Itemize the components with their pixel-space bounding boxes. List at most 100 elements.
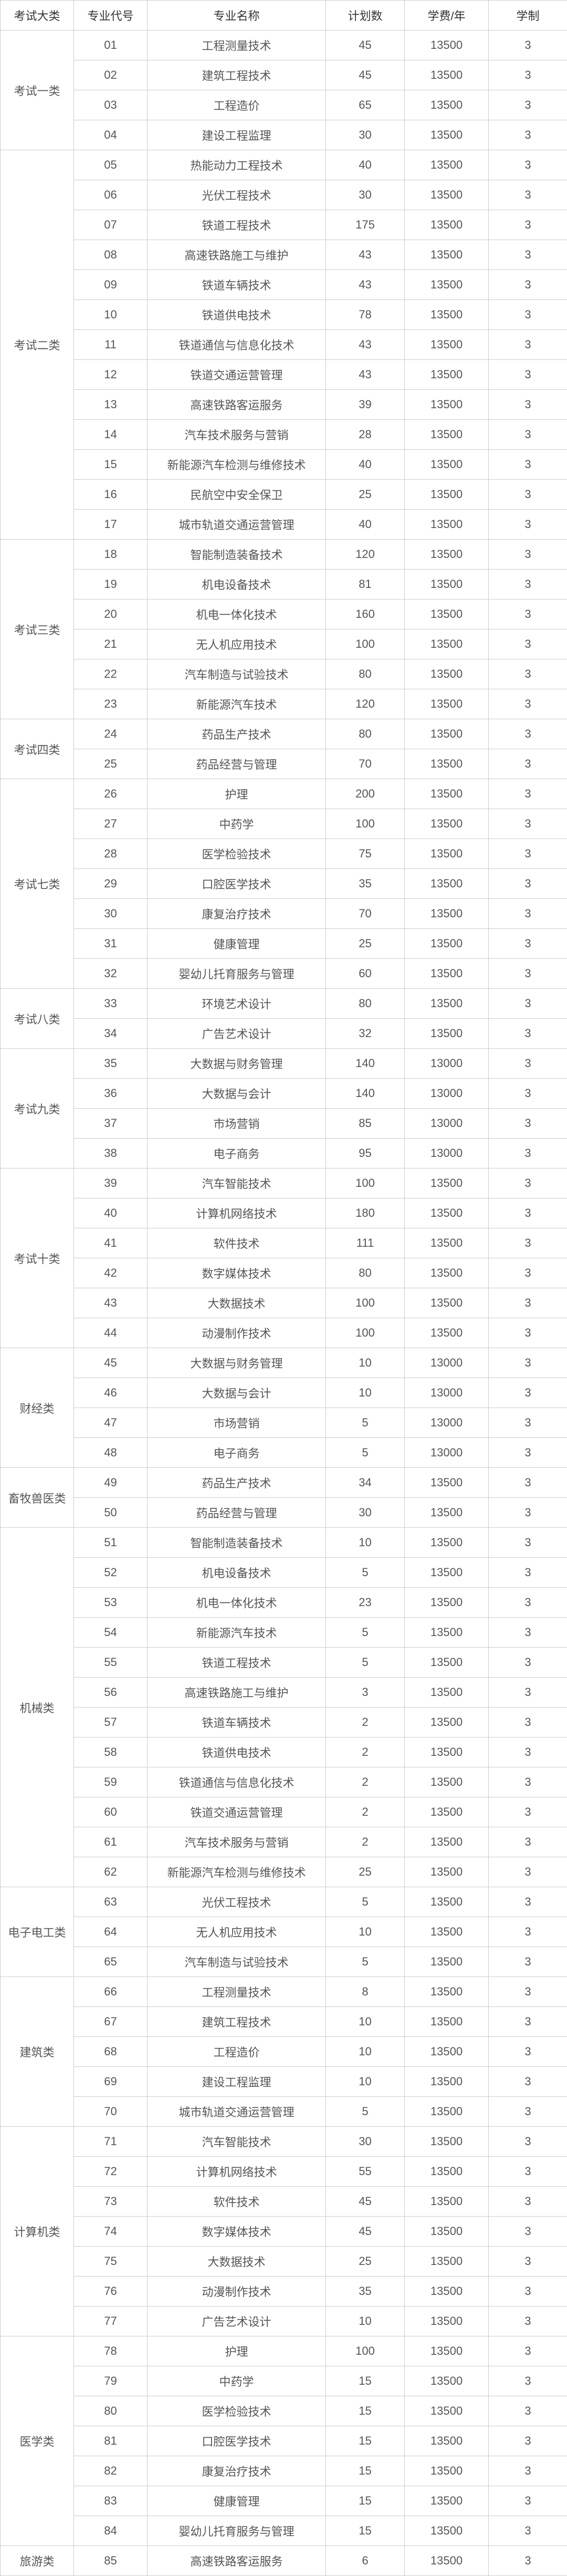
plan-cell: 5 xyxy=(326,1618,405,1648)
plan-cell: 2 xyxy=(326,1708,405,1737)
code-cell: 85 xyxy=(74,2546,148,2576)
table-row: 52机电设备技术5135003 xyxy=(1,1558,567,1588)
years-cell: 3 xyxy=(489,2127,567,2157)
code-cell: 34 xyxy=(74,1019,148,1049)
name-cell: 大数据技术 xyxy=(148,2247,326,2277)
plan-cell: 70 xyxy=(326,899,405,929)
years-cell: 3 xyxy=(489,1019,567,1049)
plan-cell: 30 xyxy=(326,180,405,210)
code-cell: 02 xyxy=(74,60,148,90)
plan-cell: 65 xyxy=(326,90,405,120)
table-row: 财经类45大数据与财务管理10130003 xyxy=(1,1348,567,1378)
code-cell: 60 xyxy=(74,1797,148,1827)
category-cell: 计算机类 xyxy=(1,2127,74,2336)
plan-cell: 5 xyxy=(326,1558,405,1588)
name-cell: 动漫制作技术 xyxy=(148,1318,326,1348)
category-cell: 旅游类 xyxy=(1,2546,74,2576)
name-cell: 计算机网络技术 xyxy=(148,2157,326,2187)
code-cell: 52 xyxy=(74,1558,148,1588)
years-cell: 3 xyxy=(489,1378,567,1408)
code-cell: 24 xyxy=(74,719,148,749)
fee-cell: 13500 xyxy=(405,2336,489,2366)
category-cell: 考试九类 xyxy=(1,1049,74,1168)
years-cell: 3 xyxy=(489,1917,567,1947)
code-cell: 19 xyxy=(74,570,148,599)
table-row: 75大数据技术25135003 xyxy=(1,2247,567,2277)
name-cell: 无人机应用技术 xyxy=(148,629,326,659)
table-row: 41软件技术111135003 xyxy=(1,1228,567,1258)
plan-cell: 35 xyxy=(326,869,405,899)
fee-cell: 13500 xyxy=(405,1019,489,1049)
plan-cell: 30 xyxy=(326,120,405,150)
table-row: 76动漫制作技术35135003 xyxy=(1,2277,567,2306)
name-cell: 工程测量技术 xyxy=(148,1977,326,2007)
plan-cell: 25 xyxy=(326,2247,405,2277)
fee-cell: 13500 xyxy=(405,839,489,869)
years-cell: 3 xyxy=(489,689,567,719)
fee-cell: 13500 xyxy=(405,150,489,180)
years-cell: 3 xyxy=(489,2067,567,2097)
code-cell: 08 xyxy=(74,240,148,270)
plan-cell: 45 xyxy=(326,30,405,60)
years-cell: 3 xyxy=(489,1558,567,1588)
code-cell: 36 xyxy=(74,1079,148,1109)
plan-cell: 23 xyxy=(326,1588,405,1618)
plan-cell: 8 xyxy=(326,1977,405,2007)
code-cell: 39 xyxy=(74,1168,148,1198)
name-cell: 电子商务 xyxy=(148,1438,326,1468)
plan-cell: 10 xyxy=(326,1378,405,1408)
years-cell: 3 xyxy=(489,749,567,779)
name-cell: 康复治疗技术 xyxy=(148,899,326,929)
header-row: 考试大类 专业代号 专业名称 计划数 学费/年 学制 xyxy=(1,1,567,30)
plan-cell: 5 xyxy=(326,1408,405,1438)
table-row: 64无人机应用技术10135003 xyxy=(1,1917,567,1947)
plan-cell: 43 xyxy=(326,360,405,390)
years-cell: 3 xyxy=(489,450,567,480)
col-category: 考试大类 xyxy=(1,1,74,30)
table-row: 22汽车制造与试验技术80135003 xyxy=(1,659,567,689)
code-cell: 78 xyxy=(74,2336,148,2366)
code-cell: 69 xyxy=(74,2067,148,2097)
fee-cell: 13500 xyxy=(405,2097,489,2127)
code-cell: 26 xyxy=(74,779,148,809)
table-row: 42数字媒体技术80135003 xyxy=(1,1258,567,1288)
name-cell: 市场营销 xyxy=(148,1109,326,1139)
code-cell: 31 xyxy=(74,929,148,959)
majors-table: 考试大类 专业代号 专业名称 计划数 学费/年 学制 考试一类01工程测量技术4… xyxy=(0,0,567,2576)
plan-cell: 15 xyxy=(326,2516,405,2546)
code-cell: 68 xyxy=(74,2037,148,2067)
years-cell: 3 xyxy=(489,300,567,330)
code-cell: 23 xyxy=(74,689,148,719)
plan-cell: 15 xyxy=(326,2486,405,2516)
name-cell: 城市轨道交通运营管理 xyxy=(148,2097,326,2127)
category-cell: 考试四类 xyxy=(1,719,74,779)
plan-cell: 140 xyxy=(326,1049,405,1079)
fee-cell: 13500 xyxy=(405,2007,489,2037)
fee-cell: 13500 xyxy=(405,1917,489,1947)
category-cell: 电子电工类 xyxy=(1,1887,74,1977)
fee-cell: 13500 xyxy=(405,749,489,779)
plan-cell: 55 xyxy=(326,2157,405,2187)
name-cell: 软件技术 xyxy=(148,1228,326,1258)
name-cell: 药品经营与管理 xyxy=(148,1498,326,1528)
name-cell: 光伏工程技术 xyxy=(148,1887,326,1917)
years-cell: 3 xyxy=(489,2247,567,2277)
table-row: 58铁道供电技术2135003 xyxy=(1,1737,567,1767)
code-cell: 80 xyxy=(74,2396,148,2426)
fee-cell: 13500 xyxy=(405,210,489,240)
table-row: 21无人机应用技术100135003 xyxy=(1,629,567,659)
fee-cell: 13500 xyxy=(405,1947,489,1977)
fee-cell: 13500 xyxy=(405,1678,489,1708)
table-row: 考试三类18智能制造装备技术120135003 xyxy=(1,540,567,570)
fee-cell: 13500 xyxy=(405,270,489,300)
years-cell: 3 xyxy=(489,120,567,150)
plan-cell: 40 xyxy=(326,450,405,480)
fee-cell: 13500 xyxy=(405,599,489,629)
code-cell: 73 xyxy=(74,2187,148,2217)
code-cell: 40 xyxy=(74,1198,148,1228)
fee-cell: 13500 xyxy=(405,2277,489,2306)
table-row: 40计算机网络技术180135003 xyxy=(1,1198,567,1228)
plan-cell: 80 xyxy=(326,989,405,1019)
name-cell: 健康管理 xyxy=(148,929,326,959)
table-row: 电子电工类63光伏工程技术5135003 xyxy=(1,1887,567,1917)
